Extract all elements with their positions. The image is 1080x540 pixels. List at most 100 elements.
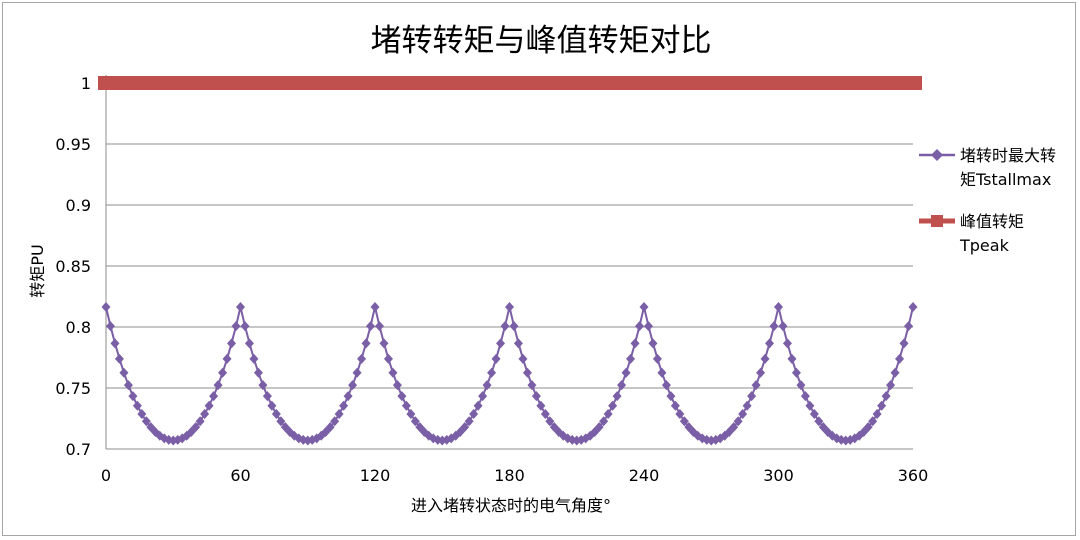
stall-point-61 <box>374 321 384 332</box>
stall-point-172 <box>872 409 882 420</box>
x-axis-label: 进入堵转状态时的电气角度° <box>411 496 611 515</box>
legend-item-stall: 堵转时最大转 矩Tstallmax <box>919 146 1061 189</box>
stall-point-9 <box>141 416 151 427</box>
x-tick-label-360: 360 <box>898 466 929 485</box>
stall-point-23 <box>204 400 214 411</box>
stall-point-57 <box>357 353 367 364</box>
stall-point-113 <box>608 400 618 411</box>
stall-point-117 <box>626 353 636 364</box>
stall-point-99 <box>545 416 555 427</box>
y-tick-labels: 0.7 0.75 0.8 0.85 0.9 0.95 1 <box>55 74 91 459</box>
gridlines <box>106 82 913 389</box>
stall-point-54 <box>343 391 353 402</box>
stall-point-97 <box>536 400 546 411</box>
stall-point-29 <box>231 321 241 332</box>
stall-point-112 <box>603 409 613 420</box>
stall-point-142 <box>738 409 748 420</box>
y-tick-label-0.95: 0.95 <box>55 135 91 154</box>
stall-point-56 <box>352 367 362 378</box>
stall-point-5 <box>123 380 133 391</box>
stall-point-83 <box>473 400 483 411</box>
stall-point-91 <box>509 321 519 332</box>
stall-point-144 <box>747 391 757 402</box>
stall-point-37 <box>267 400 277 411</box>
stall-point-87 <box>491 353 501 364</box>
stall-point-174 <box>881 391 891 402</box>
stall-point-126 <box>666 391 676 402</box>
stall-point-176 <box>890 367 900 378</box>
legend-label-stall: 堵转时最大转 矩Tstallmax <box>960 146 1061 189</box>
stall-point-50 <box>325 422 335 433</box>
stall-point-178 <box>899 338 909 349</box>
y-tick-label-0.85: 0.85 <box>55 257 91 276</box>
stall-point-35 <box>258 380 268 391</box>
stall-point-85 <box>482 380 492 391</box>
stall-point-88 <box>496 338 506 349</box>
stall-point-31 <box>240 321 250 332</box>
stall-point-120 <box>639 302 649 313</box>
stall-point-38 <box>271 409 281 420</box>
stall-point-39 <box>276 416 286 427</box>
stall-point-27 <box>222 353 232 364</box>
stall-point-68 <box>406 409 416 420</box>
y-tick-label-0.9: 0.9 <box>66 196 91 215</box>
stall-point-125 <box>661 380 671 391</box>
stall-point-53 <box>339 400 349 411</box>
chart-svg: 堵转转矩与峰值转矩对比 0.7 0.75 0.8 0.85 0.9 0.95 1 0 60 12… <box>28 23 1061 515</box>
stall-point-24 <box>209 391 219 402</box>
stall-point-93 <box>518 353 528 364</box>
stall-point-177 <box>895 353 905 364</box>
stall-point-114 <box>612 391 622 402</box>
legend-item-peak: 峰值转矩 Tpeak <box>919 212 1029 255</box>
stall-point-36 <box>262 391 272 402</box>
stall-point-171 <box>868 416 878 427</box>
stall-point-8 <box>137 409 147 420</box>
stall-point-173 <box>877 400 887 411</box>
stall-point-92 <box>513 338 523 349</box>
legend-label-peak: 峰值转矩 Tpeak <box>959 212 1029 255</box>
stall-point-150 <box>774 302 783 313</box>
stall-point-20 <box>191 422 201 433</box>
stall-point-67 <box>401 400 411 411</box>
stall-point-154 <box>791 367 801 378</box>
x-tick-label-60: 60 <box>230 466 250 485</box>
stall-point-175 <box>886 380 896 391</box>
stall-point-129 <box>679 416 689 427</box>
stall-point-111 <box>599 416 609 427</box>
stall-point-155 <box>796 380 806 391</box>
stall-point-90 <box>505 302 514 313</box>
stall-point-60 <box>370 302 380 313</box>
stall-point-0 <box>101 302 111 313</box>
stall-point-55 <box>348 380 358 391</box>
stall-point-58 <box>361 338 371 349</box>
stall-point-116 <box>621 367 631 378</box>
stall-point-84 <box>478 391 488 402</box>
stall-point-180 <box>908 302 918 313</box>
x-tick-label-120: 120 <box>360 466 391 485</box>
stall-point-128 <box>675 409 685 420</box>
stall-point-147 <box>760 353 770 364</box>
y-tick-label-0.8: 0.8 <box>66 318 91 337</box>
stall-point-30 <box>236 302 245 313</box>
stall-point-82 <box>469 409 479 420</box>
series-peak-line <box>98 76 922 90</box>
stall-point-66 <box>397 391 407 402</box>
stall-point-94 <box>522 367 532 378</box>
stall-point-158 <box>809 409 819 420</box>
stall-point-86 <box>487 367 497 378</box>
x-tick-label-180: 180 <box>494 466 525 485</box>
stall-point-122 <box>648 338 658 349</box>
stall-point-26 <box>218 367 228 378</box>
stall-point-62 <box>379 338 389 349</box>
stall-point-145 <box>751 380 761 391</box>
stall-point-25 <box>213 380 223 391</box>
y-tick-label-0.75: 0.75 <box>55 379 91 398</box>
stall-point-65 <box>392 380 402 391</box>
stall-point-149 <box>769 321 779 332</box>
stall-point-33 <box>249 353 259 364</box>
stall-point-95 <box>527 380 537 391</box>
y-tick-label-1: 1 <box>81 74 91 93</box>
stall-point-21 <box>195 416 205 427</box>
stall-point-22 <box>200 409 210 420</box>
axes <box>105 75 913 450</box>
